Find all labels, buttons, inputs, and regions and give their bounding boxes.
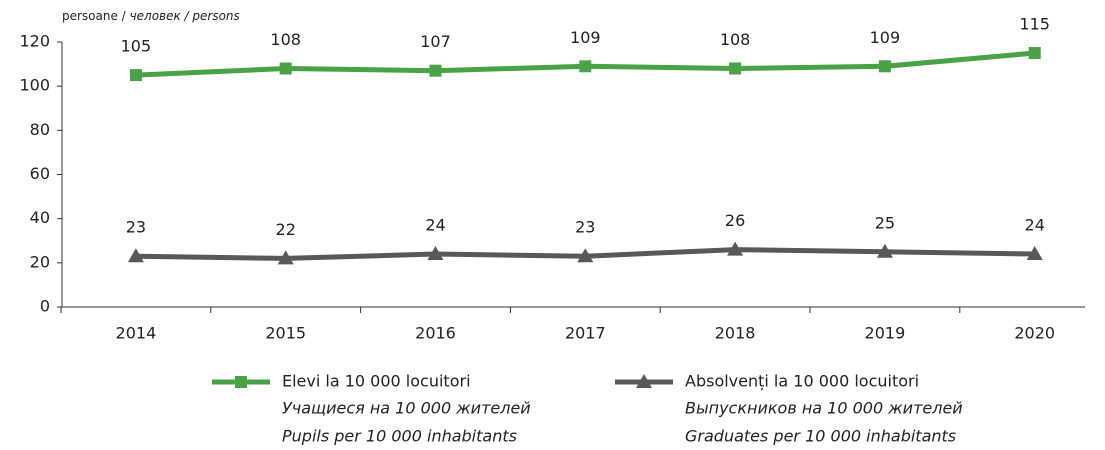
data-label: 22	[276, 220, 296, 239]
data-label: 109	[870, 28, 901, 47]
point	[727, 241, 744, 256]
point	[429, 64, 442, 77]
x-tick-label: 2017	[565, 324, 606, 343]
point	[577, 248, 594, 263]
y-axis-label: persoane / человек / persons	[62, 9, 240, 23]
data-label: 107	[420, 32, 451, 51]
x-tick-label: 2014	[116, 324, 157, 343]
point	[427, 246, 444, 260]
legend-translation: Pupils per 10 000 inhabitants	[282, 427, 517, 446]
x-tick-label: 2016	[415, 324, 456, 343]
data-label: 24	[1025, 216, 1045, 235]
legend-translation: Выпускников на 10 000 жителей	[685, 399, 963, 418]
x-tick-label: 2018	[715, 324, 756, 343]
y-axis-label-part: человек / persons	[130, 9, 240, 23]
legend-translation: Graduates per 10 000 inhabitants	[685, 427, 956, 446]
point	[129, 69, 142, 82]
legend-label: Elevi la 10 000 locuitori	[282, 372, 471, 391]
point	[729, 62, 742, 75]
legend-marker	[636, 374, 652, 388]
legend-label: Absolvenți la 10 000 locuitori	[685, 372, 919, 391]
data-label: 26	[725, 211, 745, 230]
data-label: 109	[570, 28, 601, 47]
data-label: 23	[126, 218, 146, 237]
y-tick-label: 0	[40, 297, 50, 316]
data-label: 105	[121, 37, 152, 56]
data-label: 23	[575, 218, 595, 237]
x-tick-label: 2015	[265, 324, 306, 343]
y-tick-label: 100	[19, 76, 50, 95]
point	[277, 250, 294, 265]
legend-translation: Учащиеся на 10 000 жителей	[282, 399, 531, 418]
point	[1026, 246, 1043, 260]
point	[1028, 47, 1041, 60]
data-label: 25	[875, 213, 895, 232]
point	[579, 60, 592, 73]
point	[279, 62, 292, 75]
x-tick-label: 2020	[1014, 324, 1055, 343]
point	[876, 243, 893, 258]
y-tick-label: 80	[30, 120, 50, 139]
point	[127, 248, 144, 263]
y-tick-label: 60	[30, 164, 50, 183]
data-label: 108	[720, 30, 751, 49]
y-axis-label-part: persoane /	[62, 9, 130, 23]
data-label: 108	[270, 30, 301, 49]
y-tick-label: 120	[19, 32, 50, 51]
y-tick-label: 20	[30, 252, 50, 271]
data-label: 24	[425, 216, 445, 235]
point	[878, 60, 891, 73]
x-tick-label: 2019	[865, 324, 906, 343]
legend-marker	[235, 376, 247, 388]
y-tick-label: 40	[30, 208, 50, 227]
data-label: 115	[1019, 15, 1050, 34]
